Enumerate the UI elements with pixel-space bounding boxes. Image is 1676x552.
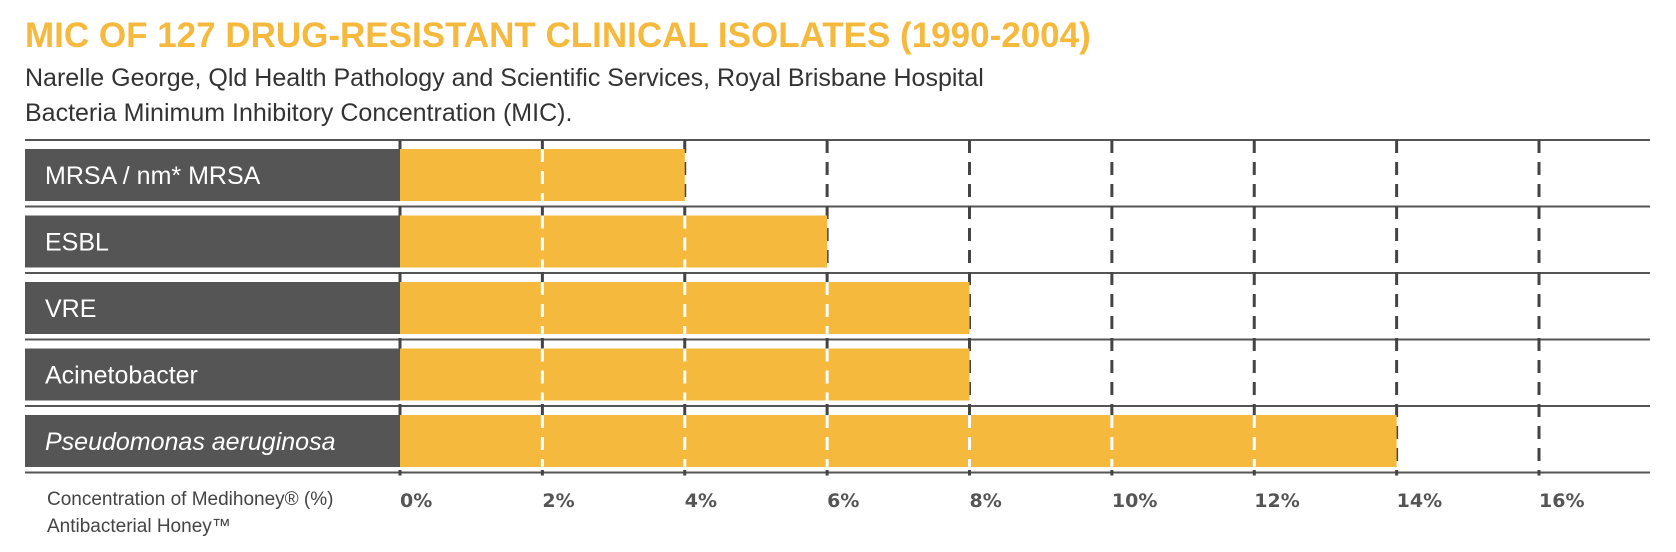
- category-label-bg: [25, 348, 400, 401]
- x-tick-label: 4%: [685, 490, 717, 512]
- x-tick-label: 12%: [1254, 490, 1299, 512]
- category-label: Acinetobacter: [45, 362, 198, 390]
- x-tick-label: 16%: [1539, 490, 1584, 512]
- category-label-bg: [25, 415, 400, 467]
- x-tick-label: 10%: [1112, 490, 1157, 512]
- x-tick-label: 0%: [400, 490, 432, 512]
- chart-subtitle-source: Narelle George, Qld Health Pathology and…: [25, 64, 984, 92]
- category-label-bg: [25, 149, 400, 201]
- x-tick-label: 8%: [970, 490, 1002, 512]
- category-label: VRE: [45, 295, 96, 323]
- x-tick-label: 2%: [542, 490, 574, 512]
- category-label: ESBL: [45, 229, 109, 257]
- x-tick-label: 6%: [827, 490, 859, 512]
- x-tick-label: 14%: [1397, 490, 1442, 512]
- x-axis-label: Concentration of Medihoney® (%): [47, 489, 333, 510]
- category-label: Pseudomonas aeruginosa: [45, 428, 336, 456]
- category-label-bg: [25, 282, 400, 334]
- chart-title: MIC OF 127 DRUG-RESISTANT CLINICAL ISOLA…: [25, 16, 1091, 55]
- x-axis-label-secondary: Antibacterial Honey™: [47, 516, 231, 537]
- category-label: MRSA / nm* MRSA: [45, 162, 261, 190]
- bar: [400, 415, 1397, 467]
- category-label-bg: [25, 215, 400, 268]
- chart-subtitle-description: Bacteria Minimum Inhibitory Concentratio…: [25, 99, 573, 127]
- bar: [400, 215, 828, 268]
